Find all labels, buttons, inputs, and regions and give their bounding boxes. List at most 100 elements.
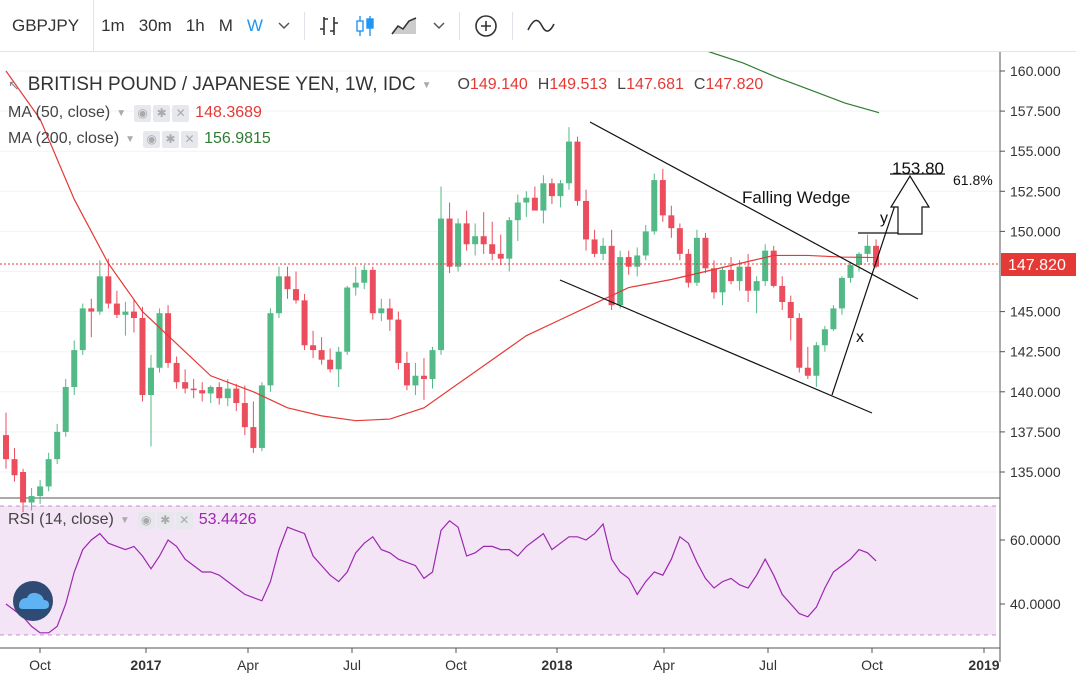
time-axis-label: Jul (759, 657, 777, 673)
price-axis-label: 155.000 (1010, 143, 1061, 159)
chevron-down-icon[interactable] (270, 0, 298, 51)
candles-icon[interactable] (347, 0, 383, 51)
time-axis-label: 2018 (541, 657, 572, 673)
rsi-axis-label: 40.0000 (1010, 596, 1061, 612)
ohlc-high-label: H (537, 76, 550, 93)
price-axis-label: 160.000 (1010, 63, 1061, 79)
close-icon[interactable]: ✕ (181, 130, 199, 148)
candle (506, 216, 513, 272)
ma50-value: 148.3689 (195, 104, 262, 121)
candle (190, 378, 197, 399)
price-axis-label: 140.000 (1010, 384, 1061, 400)
eye-icon[interactable]: ◉ (134, 104, 152, 122)
candle (403, 351, 410, 391)
interval-1m[interactable]: 1m (101, 15, 125, 35)
candle (702, 233, 709, 274)
candle (617, 250, 624, 309)
logo-cloud-icon (13, 581, 53, 621)
crosshair-plus-icon[interactable] (466, 0, 506, 51)
candle (847, 261, 854, 283)
candle (676, 223, 683, 261)
bar-chart-icon[interactable] (311, 0, 347, 51)
fib-label: 61.8% (953, 172, 993, 188)
ma50-legend: MA (50, close) ▼ ◉ ✱ ✕ 148.3689 (8, 104, 262, 122)
candle (352, 266, 359, 296)
ohlc-open: 149.140 (469, 76, 528, 93)
candle (787, 295, 794, 341)
interval-30m[interactable]: 30m (138, 15, 172, 35)
candle (565, 127, 572, 190)
candle (96, 260, 103, 315)
symbol-search[interactable]: GBPJPY (0, 0, 95, 51)
rsi-controls[interactable]: ◉ ✱ ✕ (137, 511, 193, 529)
candle (710, 260, 717, 299)
ohlc-low: 147.681 (626, 76, 684, 93)
ma50-menu-icon[interactable]: ▼ (116, 107, 127, 119)
candle (233, 383, 240, 412)
gear-icon[interactable]: ✱ (156, 511, 174, 529)
candle (327, 348, 334, 373)
series-title: BRITISH POUND / JAPANESE YEN, 1W, IDC (27, 74, 416, 95)
candle (105, 258, 112, 309)
interval-1h[interactable]: 1h (185, 15, 205, 35)
compare-wave-icon[interactable] (519, 0, 563, 51)
candle (20, 468, 27, 513)
wave-x-label: x (856, 329, 864, 346)
main-legend: ↖ BRITISH POUND / JAPANESE YEN, 1W, IDC … (8, 74, 763, 96)
candle (182, 369, 189, 394)
candle (335, 346, 342, 387)
collapse-arrow-icon[interactable]: ↖ (8, 76, 20, 93)
close-icon[interactable]: ✕ (175, 511, 193, 529)
interval-month[interactable]: M (218, 15, 233, 35)
price-axis-label: 150.000 (1010, 223, 1061, 239)
candle (770, 245, 777, 288)
ma50-controls[interactable]: ◉ ✱ ✕ (134, 104, 190, 122)
time-axis-label: Oct (29, 657, 51, 673)
candle (463, 210, 470, 251)
gear-icon[interactable]: ✱ (162, 130, 180, 148)
interval-week[interactable]: W (246, 15, 263, 35)
eye-icon[interactable]: ◉ (143, 130, 161, 148)
chart-canvas[interactable]: Falling Wedge 153.80 61.8% x y 160.000 15… (0, 52, 1076, 682)
candle (241, 385, 248, 436)
candle (258, 382, 265, 452)
price-axis-label: 137.500 (1010, 424, 1061, 440)
candle (489, 221, 496, 261)
candle (122, 301, 129, 336)
price-axis-label: 152.500 (1010, 183, 1061, 199)
price-axis-label: 157.500 (1010, 103, 1061, 119)
rsi-label: RSI (14, close) (8, 511, 114, 528)
ma200-menu-icon[interactable]: ▼ (125, 133, 136, 145)
candle (813, 342, 820, 387)
candle (284, 266, 291, 299)
candle (523, 191, 530, 217)
candle (318, 337, 325, 365)
gear-icon[interactable]: ✱ (153, 104, 171, 122)
candle (45, 452, 52, 492)
candle (275, 266, 282, 319)
series-menu-icon[interactable]: ▼ (421, 79, 432, 91)
ma200-value: 156.9815 (204, 130, 271, 147)
candle (659, 168, 666, 222)
candle (651, 173, 658, 235)
target-label: 153.80 (892, 159, 944, 178)
candle (625, 250, 632, 275)
rsi-menu-icon[interactable]: ▼ (119, 514, 130, 526)
candle (821, 326, 828, 352)
candle (412, 362, 419, 396)
ma200-controls[interactable]: ◉ ✱ ✕ (143, 130, 199, 148)
chart-type-chevron-icon[interactable] (425, 0, 453, 51)
candle (472, 223, 479, 256)
area-chart-icon[interactable] (383, 0, 425, 51)
candle (361, 265, 368, 290)
close-icon[interactable]: ✕ (172, 104, 190, 122)
candle (88, 298, 95, 338)
price-axis-label: 135.000 (1010, 464, 1061, 480)
candle (719, 266, 726, 306)
candle (250, 401, 257, 453)
ma50-label: MA (50, close) (8, 104, 111, 121)
eye-icon[interactable]: ◉ (137, 511, 155, 529)
candle (420, 358, 427, 400)
candle (173, 356, 180, 389)
current-price-tag (1001, 253, 1076, 276)
